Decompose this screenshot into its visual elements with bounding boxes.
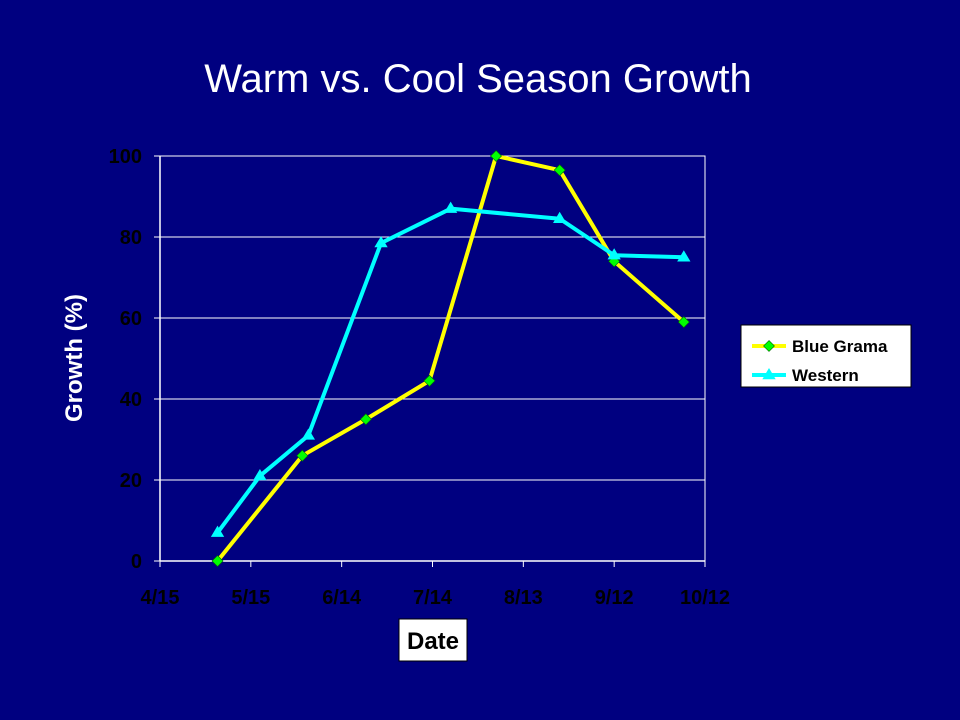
y-tick-labels: 0 20 40 60 80 100 (109, 146, 142, 573)
data-point-western (253, 468, 267, 481)
data-point-blue-grama (677, 316, 690, 328)
x-axis-title: Date (407, 628, 459, 655)
data-point-western (444, 201, 458, 213)
x-axis-title-background (398, 618, 468, 662)
x-tick-label: 7/14 (413, 587, 453, 609)
y-axis-title: Growth (%) (61, 294, 88, 422)
data-point-blue-grama (211, 555, 224, 567)
y-tick-label: 20 (120, 470, 142, 492)
data-point-western (301, 428, 316, 440)
data-point-blue-grama (608, 255, 621, 268)
y-tick-label: 60 (120, 308, 142, 330)
data-point-western (677, 250, 691, 262)
x-tick-label: 5/15 (231, 587, 270, 609)
series-line-blue-grama (215, 154, 686, 563)
legend-marker-blue-grama (763, 340, 775, 352)
chart-title: Warm vs. Cool Season Growth (204, 57, 752, 101)
x-tick-label: 9/12 (595, 587, 634, 609)
legend: Blue Grama Western (740, 324, 912, 388)
gridlines (160, 155, 705, 481)
x-tick-label: 10/12 (680, 587, 730, 609)
y-tick-label: 80 (120, 227, 142, 249)
legend-marker-western (762, 368, 776, 380)
series-blue-grama (211, 150, 690, 567)
x-tick-label: 8/13 (504, 587, 543, 609)
data-point-western (553, 211, 567, 223)
x-tick-label: 4/15 (141, 587, 180, 609)
x-axis-title-box: Date (398, 618, 468, 662)
data-point-blue-grama (553, 164, 566, 177)
series-line-western (215, 206, 684, 534)
data-point-western (374, 236, 388, 248)
data-point-blue-grama (490, 150, 503, 162)
x-tick-labels: 4/15 5/15 6/14 7/14 8/13 9/12 10/12 (141, 587, 731, 609)
y-tick-label: 0 (131, 551, 142, 573)
legend-label-blue-grama: Blue Grama (792, 337, 888, 356)
series-layer (210, 150, 691, 567)
data-point-western (210, 525, 225, 537)
y-tick-label: 100 (109, 146, 142, 168)
plot-area: 0 20 40 60 80 100 4/15 5/15 6/14 7/14 8/13 9/12 10/… (109, 146, 730, 609)
y-tick-label: 40 (120, 389, 142, 411)
x-tick-label: 6/14 (322, 587, 362, 609)
data-point-blue-grama (296, 449, 309, 462)
data-point-blue-grama (423, 374, 436, 387)
data-point-blue-grama (359, 413, 372, 426)
axes (154, 155, 706, 567)
series-western (210, 201, 691, 537)
legend-label-western: Western (792, 366, 859, 385)
data-point-western (607, 248, 621, 260)
